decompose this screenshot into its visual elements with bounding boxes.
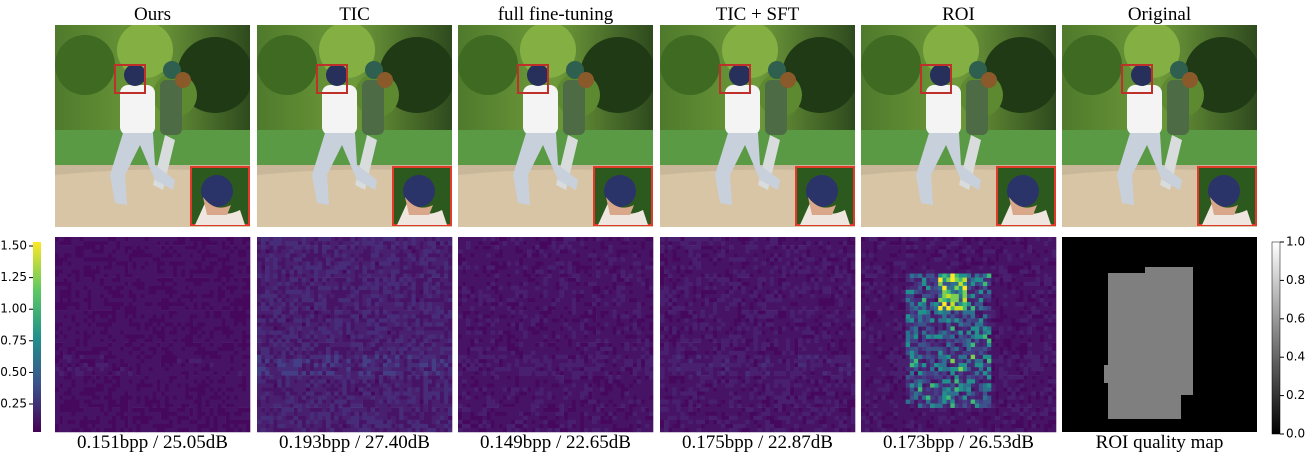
heatmap xyxy=(257,237,452,432)
heatmap xyxy=(1062,237,1257,432)
photo xyxy=(660,22,858,227)
column-title: TIC + SFT xyxy=(716,4,800,25)
tick-label: 0.50 xyxy=(0,365,27,379)
photo xyxy=(257,22,455,227)
right-colorbar xyxy=(1272,242,1280,434)
tick-label: 0.4 xyxy=(1286,350,1305,364)
tick-label: 0.0 xyxy=(1286,427,1305,441)
column-title: full fine-tuning xyxy=(498,4,614,25)
column-title: TIC xyxy=(339,4,370,25)
column-title: ROI xyxy=(942,4,975,25)
caption: 0.173bpp / 26.53dB xyxy=(883,432,1034,453)
heatmap xyxy=(660,237,855,432)
tick-label: 1.00 xyxy=(0,302,27,316)
tick-label: 0.25 xyxy=(0,397,27,411)
photo xyxy=(458,22,656,227)
tick-label: 1.50 xyxy=(0,239,27,253)
tick-label: 0.6 xyxy=(1286,311,1305,325)
left-colorbar xyxy=(33,242,41,432)
caption: 0.175bpp / 22.87dB xyxy=(682,432,833,453)
photo xyxy=(1062,22,1260,227)
tick-label: 1.0 xyxy=(1286,235,1305,249)
tick-label: 1.25 xyxy=(0,270,27,284)
heatmap xyxy=(861,237,1056,432)
column-title: Original xyxy=(1128,4,1191,25)
panels: Ours 0.151bpp / 25.05dB TIC 0.193bpp / 27.4… xyxy=(55,4,1260,453)
column-title: Ours xyxy=(134,4,171,25)
roi-region xyxy=(1104,267,1193,419)
caption: ROI quality map xyxy=(1096,432,1224,453)
caption: 0.149bpp / 22.65dB xyxy=(480,432,631,453)
tick-label: 0.8 xyxy=(1286,273,1305,287)
heatmap xyxy=(55,237,250,432)
figure: Ours 0.151bpp / 25.05dB TIC 0.193bpp / 27.4… xyxy=(0,0,1315,454)
tick-label: 0.2 xyxy=(1286,388,1305,402)
photo xyxy=(861,22,1059,227)
caption: 0.193bpp / 27.40dB xyxy=(279,432,430,453)
caption: 0.151bpp / 25.05dB xyxy=(77,432,228,453)
photo xyxy=(55,22,253,227)
heatmap xyxy=(458,237,653,432)
tick-label: 0.75 xyxy=(0,333,27,347)
